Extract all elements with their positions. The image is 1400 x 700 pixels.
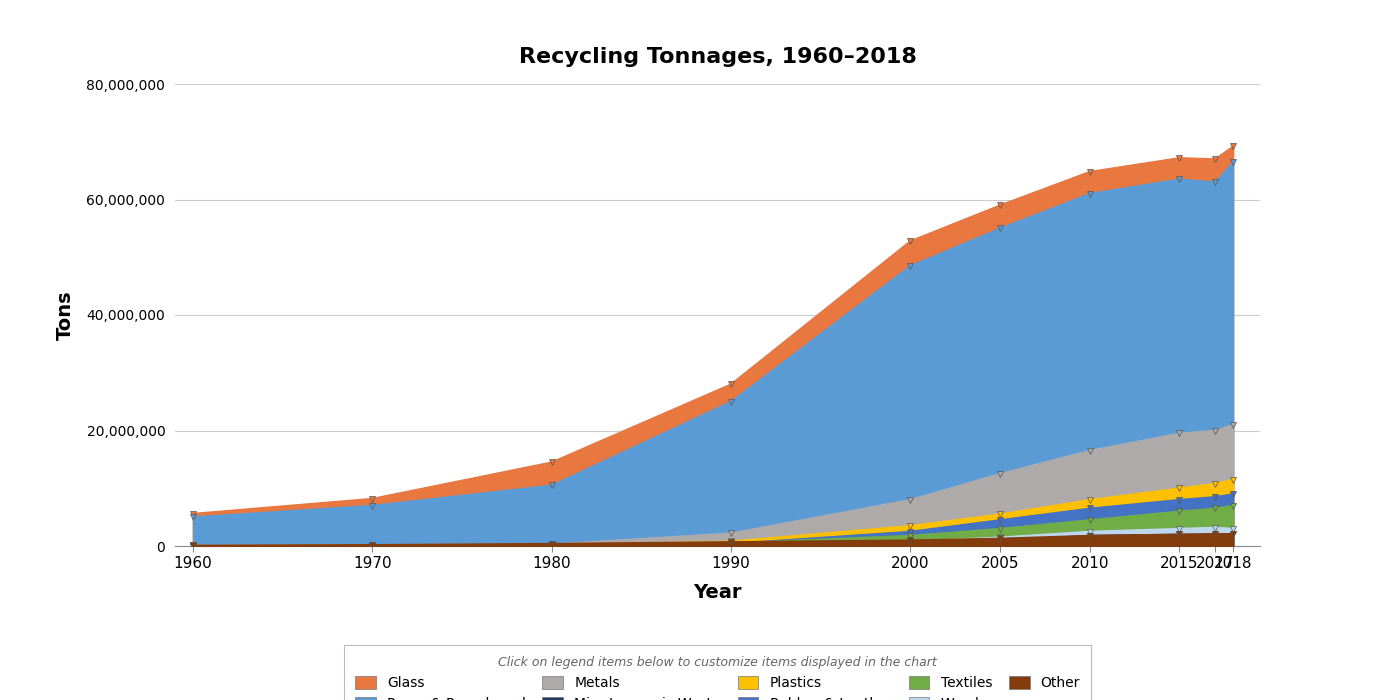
Y-axis label: Tons: Tons <box>56 290 76 340</box>
X-axis label: Year: Year <box>693 582 742 601</box>
Title: Recycling Tonnages, 1960–2018: Recycling Tonnages, 1960–2018 <box>518 47 917 67</box>
Legend: Glass, Paper & Paperboard, Metals, Misc Inorganic Waste, Plastics, Rubber & Leat: Glass, Paper & Paperboard, Metals, Misc … <box>344 645 1091 700</box>
